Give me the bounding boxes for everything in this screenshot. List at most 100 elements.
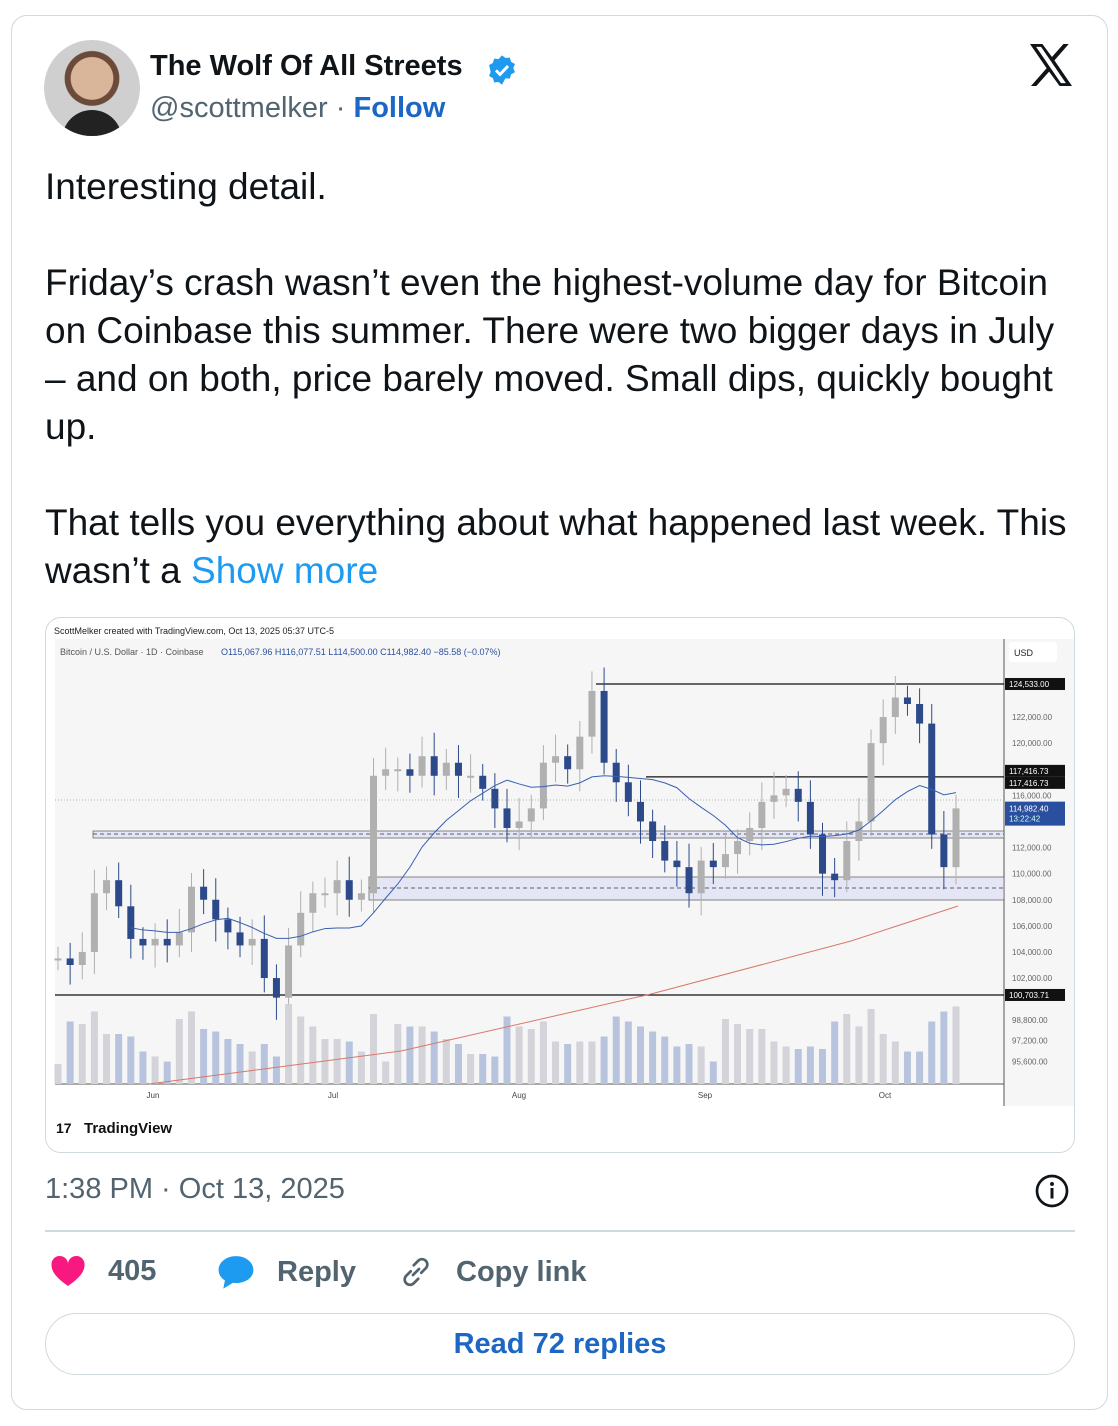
volume-bar — [600, 1036, 608, 1084]
volume-bar — [576, 1041, 584, 1084]
like-count: 405 — [108, 1254, 157, 1287]
plot-area — [55, 639, 1004, 1084]
resistance-zone — [92, 830, 1005, 839]
copy-link-button[interactable]: Copy link — [398, 1254, 587, 1290]
candle-body — [442, 762, 450, 776]
candle-body — [855, 821, 863, 842]
volume-bar — [54, 1064, 62, 1084]
volume-bar — [285, 1004, 293, 1084]
author-handle[interactable]: @scottmelker — [150, 92, 328, 124]
candle-body — [321, 893, 329, 896]
volume-bar — [612, 1016, 620, 1084]
timestamp[interactable]: 1:38 PM · Oct 13, 2025 — [45, 1173, 345, 1205]
candle-body — [879, 717, 887, 744]
volume-bar — [115, 1034, 123, 1084]
price-tick: 98,800.00 — [1012, 1016, 1048, 1025]
candle-body — [491, 788, 499, 809]
candle-body — [224, 919, 232, 933]
candle-body — [175, 932, 183, 946]
candle-body — [697, 860, 705, 894]
candle-body — [236, 932, 244, 946]
volume-bar — [564, 1044, 572, 1084]
candle-body — [916, 704, 924, 724]
tweet-text: Interesting detail. Friday’s crash wasn’… — [45, 163, 1075, 595]
candle-body — [200, 886, 208, 900]
candle-body — [90, 893, 98, 952]
current-price-label: 114,982.40 — [1009, 805, 1049, 814]
volume-bar — [770, 1041, 778, 1084]
price-tick: 116,000.00 — [1012, 791, 1052, 800]
candle-body — [576, 736, 584, 770]
volume-bar — [467, 1054, 475, 1084]
symbol-label: Bitcoin / U.S. Dollar · 1D · Coinbase — [60, 647, 204, 657]
volume-bar — [236, 1044, 244, 1084]
avatar[interactable] — [44, 40, 140, 136]
candle-body — [406, 769, 414, 776]
volume-bar — [552, 1041, 560, 1084]
candle-body — [187, 886, 195, 933]
volume-bar — [248, 1051, 256, 1084]
volume-bar — [442, 1039, 450, 1084]
volume-bar — [843, 1014, 851, 1084]
candle-body — [552, 756, 560, 763]
candle-body — [867, 743, 875, 822]
current-price-badge — [1005, 801, 1065, 826]
price-tick: 97,200.00 — [1012, 1037, 1048, 1046]
read-replies-button[interactable]: Read 72 replies — [45, 1313, 1075, 1375]
info-icon[interactable] — [1034, 1173, 1070, 1209]
month-label: Aug — [512, 1091, 526, 1100]
candle-body — [357, 893, 365, 900]
candle-body — [819, 834, 827, 874]
volume-bar — [903, 1051, 911, 1084]
volume-bar — [588, 1041, 596, 1084]
volume-bar — [928, 1021, 936, 1084]
volume-bar — [357, 1051, 365, 1084]
tradingview-mark-icon: 17 — [56, 1120, 72, 1136]
verified-badge-icon — [489, 55, 515, 85]
volume-bar — [406, 1026, 414, 1084]
candle-body — [952, 808, 960, 868]
volume-bar — [636, 1026, 644, 1084]
volume-bar — [212, 1031, 220, 1084]
candle-body — [285, 945, 293, 998]
candle-body — [479, 775, 487, 789]
volume-bar — [382, 1061, 390, 1084]
candle-body — [636, 801, 644, 822]
volume-bar — [940, 1011, 948, 1084]
follow-button[interactable]: Follow — [353, 92, 446, 124]
candle-body — [806, 801, 814, 835]
volume-bar — [370, 1014, 378, 1084]
x-logo-icon[interactable] — [1028, 44, 1074, 86]
show-more-link[interactable]: Show more — [191, 550, 379, 591]
candle-body — [503, 808, 511, 828]
chart-image[interactable]: ScottMelker created with TradingView.com… — [45, 617, 1075, 1153]
reply-button[interactable]: Reply — [217, 1254, 356, 1290]
author-name[interactable]: The Wolf Of All Streets — [150, 50, 463, 82]
price-tick: 122,000.00 — [1012, 713, 1053, 722]
volume-bar — [430, 1031, 438, 1084]
like-button[interactable]: 405 — [50, 1254, 156, 1288]
volume-bar — [333, 1039, 341, 1084]
candle-body — [467, 775, 475, 778]
candle-body — [758, 801, 766, 828]
level-label: 100,703.71 — [1009, 991, 1050, 1000]
candle-body — [139, 938, 147, 946]
volume-bar — [151, 1056, 159, 1084]
moving-average-short — [130, 775, 957, 939]
tradingview-chart: ScottMelker created with TradingView.com… — [46, 626, 1074, 1152]
candle-body — [333, 880, 341, 894]
currency-label: USD — [1014, 648, 1034, 658]
volume-bar — [515, 1026, 523, 1084]
candle-body — [370, 775, 378, 894]
candle-body — [794, 788, 802, 802]
price-tick: 95,600.00 — [1012, 1058, 1048, 1067]
price-tick: 102,000.00 — [1012, 974, 1053, 983]
volume-bar — [685, 1044, 693, 1084]
volume-bar — [103, 1034, 111, 1084]
volume-bar — [539, 1021, 547, 1084]
volume-bar — [418, 1026, 426, 1084]
candle-body — [345, 880, 353, 900]
month-label: Jun — [147, 1091, 160, 1100]
candle-body — [649, 821, 657, 842]
candle-body — [673, 860, 681, 868]
